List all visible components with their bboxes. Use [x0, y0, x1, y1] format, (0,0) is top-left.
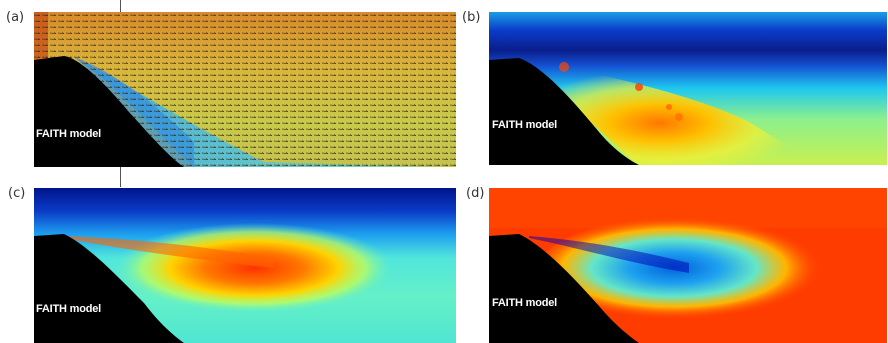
panel-d-letter: (d)	[466, 186, 485, 201]
panel-c-model-label: FAITH model	[36, 303, 102, 315]
panel-divider-line	[120, 0, 121, 12]
panel-a-letter: (a)	[6, 10, 25, 25]
panel-b-model-label: FAITH model	[492, 119, 558, 131]
panel-c-letter: (c)	[8, 186, 26, 201]
panel-c-colormap	[34, 188, 456, 343]
panel-d-model-label: FAITH model	[492, 297, 558, 309]
panel-divider-line	[120, 167, 121, 187]
panel-d-image: FAITH model	[489, 188, 887, 343]
panel-d-colormap	[489, 188, 887, 343]
panel-a-flow-field	[34, 12, 456, 167]
panel-a-image: FAITH model	[34, 12, 456, 167]
panel-b-image: FAITH model	[489, 12, 887, 165]
panel-b-colormap	[489, 12, 887, 165]
panel-a-model-label: FAITH model	[36, 128, 102, 140]
panel-b-letter: (b)	[462, 10, 481, 25]
panel-c-image: FAITH model	[34, 188, 456, 343]
